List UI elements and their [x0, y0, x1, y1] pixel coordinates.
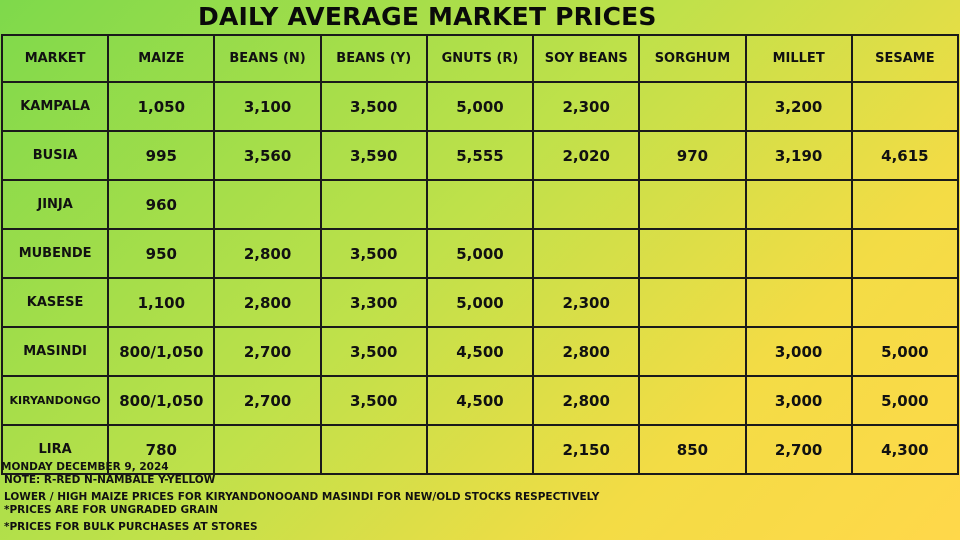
price-cell-maize: 1,100 — [107, 277, 216, 328]
page-title: DAILY AVERAGE MARKET PRICES — [198, 2, 657, 31]
table-row: KASESE 1,100 2,800 3,300 5,000 2,300 — [0, 277, 960, 328]
price-cell-beans-n — [213, 424, 322, 475]
market-name-cell: LIRA — [0, 424, 110, 475]
price-cell-soy-beans — [532, 228, 641, 279]
price-cell-beans-y: 3,590 — [319, 130, 428, 181]
market-name-cell: MUBENDE — [0, 228, 110, 279]
price-cell-maize: 780 — [107, 424, 216, 475]
ungraded-note: *PRICES ARE FOR UNGRADED GRAIN — [4, 504, 219, 516]
price-cell-sorghum: 970 — [638, 130, 747, 181]
price-cell-maize: 800/1,050 — [107, 375, 216, 426]
price-cell-sorghum — [638, 228, 747, 279]
report-date: MONDAY DECEMBER 9, 2024 — [1, 461, 169, 473]
price-cell-gnuts-r — [425, 424, 535, 475]
market-name-cell: KAMPALA — [0, 81, 110, 132]
table-body: KAMPALA 1,050 3,100 3,500 5,000 2,300 3,200 BUS… — [0, 81, 960, 475]
price-cell-soy-beans: 2,800 — [532, 326, 641, 377]
table-row: MUBENDE 950 2,800 3,500 5,000 — [0, 228, 960, 279]
price-cell-beans-y: 3,300 — [319, 277, 428, 328]
price-cell-soy-beans: 2,300 — [532, 277, 641, 328]
maize-price-note: LOWER / HIGH MAIZE PRICES FOR KIRYANDONO… — [4, 491, 600, 503]
price-cell-millet — [744, 179, 853, 230]
price-cell-soy-beans: 2,800 — [532, 375, 641, 426]
price-cell-sorghum: 850 — [638, 424, 747, 475]
price-cell-beans-y: 3,500 — [319, 228, 428, 279]
price-cell-maize: 800/1,050 — [107, 326, 216, 377]
price-cell-maize: 995 — [107, 130, 216, 181]
price-cell-gnuts-r: 5,555 — [425, 130, 535, 181]
price-cell-sesame — [850, 179, 960, 230]
header-sorghum: SORGHUM — [638, 34, 747, 83]
price-cell-millet: 3,200 — [744, 81, 853, 132]
price-cell-maize: 950 — [107, 228, 216, 279]
price-cell-sorghum — [638, 326, 747, 377]
price-cell-gnuts-r — [425, 179, 535, 230]
market-prices-table: MARKET MAIZE BEANS (N) BEANS (Y) GNUTS (… — [0, 34, 960, 475]
price-cell-millet — [744, 228, 853, 279]
table-row: MASINDI 800/1,050 2,700 3,500 4,500 2,800 3,00… — [0, 326, 960, 377]
header-maize: MAIZE — [107, 34, 216, 83]
price-cell-gnuts-r: 4,500 — [425, 375, 535, 426]
price-cell-sesame: 4,300 — [850, 424, 960, 475]
price-cell-sesame — [850, 228, 960, 279]
table-header-row: MARKET MAIZE BEANS (N) BEANS (Y) GNUTS (… — [0, 34, 960, 83]
header-millet: MILLET — [744, 34, 853, 83]
price-cell-sorghum — [638, 375, 747, 426]
table-row: BUSIA 995 3,560 3,590 5,555 2,020 970 3,190 4,61… — [0, 130, 960, 181]
header-gnuts-r: GNUTS (R) — [425, 34, 535, 83]
table-row: KAMPALA 1,050 3,100 3,500 5,000 2,300 3,200 — [0, 81, 960, 132]
price-cell-beans-y — [319, 424, 428, 475]
price-cell-millet: 3,190 — [744, 130, 853, 181]
price-cell-maize: 1,050 — [107, 81, 216, 132]
price-cell-millet: 3,000 — [744, 326, 853, 377]
price-cell-sorghum — [638, 179, 747, 230]
price-cell-soy-beans: 2,150 — [532, 424, 641, 475]
price-cell-beans-n: 3,100 — [213, 81, 322, 132]
price-cell-beans-n: 2,800 — [213, 228, 322, 279]
price-cell-gnuts-r: 5,000 — [425, 277, 535, 328]
price-cell-beans-n: 2,700 — [213, 375, 322, 426]
price-cell-beans-y: 3,500 — [319, 375, 428, 426]
price-cell-beans-n: 2,800 — [213, 277, 322, 328]
header-beans-n: BEANS (N) — [213, 34, 322, 83]
price-cell-sesame: 5,000 — [850, 326, 960, 377]
table-row: JINJA 960 — [0, 179, 960, 230]
price-cell-sesame: 5,000 — [850, 375, 960, 426]
table-row: KIRYANDONGO 800/1,050 2,700 3,500 4,500 2,800… — [0, 375, 960, 426]
price-cell-sorghum — [638, 81, 747, 132]
price-cell-beans-y: 3,500 — [319, 326, 428, 377]
header-soy-beans: SOY BEANS — [532, 34, 641, 83]
price-cell-gnuts-r: 5,000 — [425, 81, 535, 132]
price-cell-beans-y — [319, 179, 428, 230]
market-name-cell: JINJA — [0, 179, 110, 230]
price-cell-soy-beans: 2,300 — [532, 81, 641, 132]
price-cell-sesame — [850, 277, 960, 328]
header-sesame: SESAME — [850, 34, 960, 83]
price-cell-beans-n: 2,700 — [213, 326, 322, 377]
market-name-cell: BUSIA — [0, 130, 110, 181]
table-row: LIRA 780 2,150 850 2,700 4,300 — [0, 424, 960, 475]
market-name-cell: MASINDI — [0, 326, 110, 377]
price-cell-soy-beans — [532, 179, 641, 230]
price-cell-beans-n: 3,560 — [213, 130, 322, 181]
price-cell-sorghum — [638, 277, 747, 328]
header-market: MARKET — [0, 34, 110, 83]
price-cell-sesame — [850, 81, 960, 132]
price-cell-beans-y: 3,500 — [319, 81, 428, 132]
market-name-cell: KASESE — [0, 277, 110, 328]
market-name-cell: KIRYANDONGO — [0, 375, 110, 426]
price-cell-millet: 3,000 — [744, 375, 853, 426]
price-cell-millet: 2,700 — [744, 424, 853, 475]
price-cell-beans-n — [213, 179, 322, 230]
notes-section: MONDAY DECEMBER 9, 2024 NOTE: R-RED N-NA… — [1, 461, 959, 534]
price-cell-millet — [744, 277, 853, 328]
price-cell-sesame: 4,615 — [850, 130, 960, 181]
price-cell-soy-beans: 2,020 — [532, 130, 641, 181]
legend-note: NOTE: R-RED N-NAMBALE Y-YELLOW — [4, 474, 216, 486]
price-cell-maize: 960 — [107, 179, 216, 230]
price-cell-gnuts-r: 4,500 — [425, 326, 535, 377]
header-beans-y: BEANS (Y) — [319, 34, 428, 83]
bulk-purchase-note: *PRICES FOR BULK PURCHASES AT STORES — [4, 521, 258, 533]
price-cell-gnuts-r: 5,000 — [425, 228, 535, 279]
